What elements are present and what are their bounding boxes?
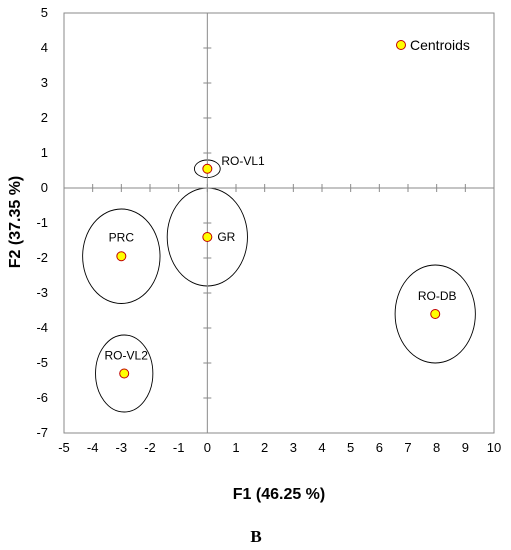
x-tick-label: 9 bbox=[462, 440, 469, 455]
y-tick-label: 1 bbox=[41, 145, 48, 160]
y-tick-label: -4 bbox=[36, 320, 48, 335]
x-tick-label: 10 bbox=[487, 440, 501, 455]
x-tick-label: -5 bbox=[58, 440, 70, 455]
y-tick-label: -5 bbox=[36, 355, 48, 370]
y-tick-label: 2 bbox=[41, 110, 48, 125]
y-tick-label: -6 bbox=[36, 390, 48, 405]
x-axis-title: F1 (46.25 %) bbox=[233, 486, 325, 503]
x-tick-label: 5 bbox=[347, 440, 354, 455]
x-tick-label: 7 bbox=[404, 440, 411, 455]
point-label: RO-VL2 bbox=[105, 349, 149, 363]
confidence-ellipse bbox=[95, 334, 154, 413]
x-tick-label: 8 bbox=[433, 440, 440, 455]
y-tick-label: -3 bbox=[36, 285, 48, 300]
y-tick-label: -2 bbox=[36, 250, 48, 265]
point-label: RO-DB bbox=[418, 289, 457, 303]
y-tick-label: 5 bbox=[41, 5, 48, 20]
plot-frame bbox=[63, 12, 495, 434]
x-tick-label: 1 bbox=[232, 440, 239, 455]
point-label: RO-VL1 bbox=[221, 154, 265, 168]
x-tick-label: -1 bbox=[173, 440, 185, 455]
y-tick-label: 3 bbox=[41, 75, 48, 90]
y-tick-label: 4 bbox=[41, 40, 48, 55]
centroid-point bbox=[430, 309, 441, 319]
y-tick-label: 0 bbox=[41, 180, 48, 195]
point-label: GR bbox=[217, 230, 235, 244]
y-tick-label: -7 bbox=[36, 425, 48, 440]
legend-label: Centroids bbox=[410, 37, 470, 53]
x-tick-label: 4 bbox=[318, 440, 325, 455]
zero-axes bbox=[63, 12, 495, 434]
x-tick-label: 2 bbox=[261, 440, 268, 455]
y-axis-title: F2 (37.35 %) bbox=[7, 176, 24, 268]
x-tick-label: 0 bbox=[204, 440, 211, 455]
centroid-points bbox=[116, 163, 441, 379]
confidence-ellipse bbox=[394, 264, 476, 364]
panel-label: B bbox=[250, 527, 261, 546]
x-tick-label: -4 bbox=[87, 440, 99, 455]
x-tick-label: -2 bbox=[144, 440, 156, 455]
x-tick-labels: -5 -4 -3 -2 -1 0 1 2 3 4 5 6 7 8 9 10 bbox=[58, 440, 501, 455]
x-tick-label: -3 bbox=[116, 440, 128, 455]
centroid-point bbox=[116, 251, 127, 262]
point-label: PRC bbox=[109, 230, 135, 244]
x-tick-label: 6 bbox=[376, 440, 383, 455]
y-tick-labels: 5 4 3 2 1 0 -1 -2 -3 -4 -5 -6 -7 bbox=[36, 5, 48, 440]
y-tick-label: -1 bbox=[36, 215, 48, 230]
x-tick-label: 3 bbox=[290, 440, 297, 455]
confidence-ellipses bbox=[82, 159, 476, 413]
confidence-ellipse bbox=[82, 208, 161, 304]
point-labels: RO-VL1 GR PRC RO-VL2 RO-DB bbox=[105, 154, 457, 363]
legend-marker bbox=[396, 40, 406, 50]
centroid-point bbox=[202, 232, 213, 242]
centroid-point bbox=[119, 368, 130, 379]
centroid-point bbox=[202, 163, 213, 174]
